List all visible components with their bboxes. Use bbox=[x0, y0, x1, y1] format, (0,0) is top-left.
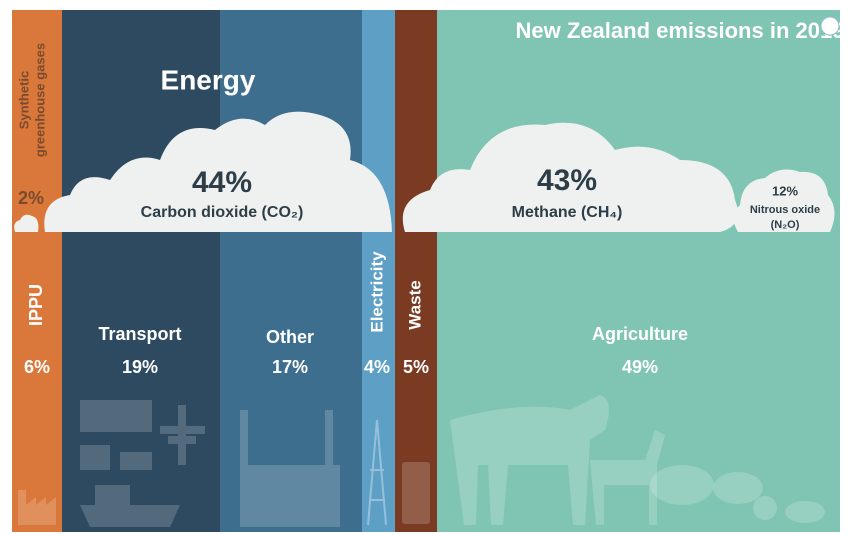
sheep-icon bbox=[650, 465, 714, 505]
sector-name: IPPU bbox=[26, 284, 46, 326]
van-icon bbox=[80, 445, 110, 470]
sector-share: 49% bbox=[622, 357, 658, 377]
sector-share: 6% bbox=[24, 357, 50, 377]
gas-label: (N₂O) bbox=[771, 219, 800, 231]
truck-icon bbox=[80, 400, 152, 432]
sector-name: Waste bbox=[405, 280, 424, 329]
gas-label: Methane (CH₄) bbox=[512, 204, 623, 221]
gas-label: Nitrous oxide bbox=[750, 204, 820, 216]
gas-share: 12% bbox=[772, 183, 798, 198]
sector-share: 4% bbox=[364, 357, 390, 377]
synthetic-label: Synthetic bbox=[16, 71, 31, 130]
sector-name: Electricity bbox=[367, 251, 386, 333]
waste-column bbox=[395, 10, 437, 532]
sector-share: 5% bbox=[403, 357, 429, 377]
synthetic-share: 2% bbox=[18, 188, 44, 208]
gas-share: 43% bbox=[537, 164, 597, 197]
sector-share: 19% bbox=[122, 357, 158, 377]
gas-label: Carbon dioxide (CO₂) bbox=[141, 204, 304, 221]
info-icon[interactable] bbox=[821, 17, 839, 35]
sector-name: Other bbox=[266, 327, 314, 347]
sector-name: Transport bbox=[98, 324, 181, 344]
pig-icon bbox=[785, 501, 825, 523]
chicken-icon bbox=[753, 496, 777, 520]
goat-icon bbox=[713, 472, 763, 504]
infographic: New Zealand emissions in 2019 Energy Syn… bbox=[0, 0, 849, 534]
sector-name: Agriculture bbox=[592, 324, 688, 344]
car-icon bbox=[120, 452, 152, 470]
synthetic-label: greenhouse gases bbox=[32, 43, 47, 157]
bin-icon bbox=[402, 462, 430, 524]
gas-share: 44% bbox=[192, 166, 252, 199]
energy-label: Energy bbox=[161, 64, 256, 95]
sector-share: 17% bbox=[272, 357, 308, 377]
title: New Zealand emissions in 2019 bbox=[516, 18, 845, 43]
